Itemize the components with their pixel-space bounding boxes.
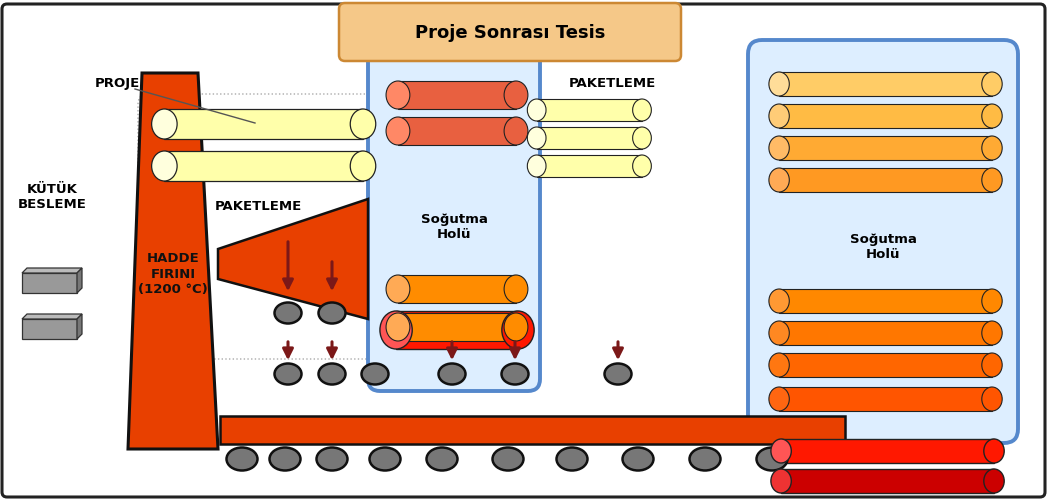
Text: KÜTÜK
BESLEME: KÜTÜK BESLEME	[18, 183, 86, 210]
Text: Soğutma
Holü: Soğutma Holü	[420, 212, 487, 240]
Ellipse shape	[771, 439, 791, 463]
Ellipse shape	[982, 73, 1002, 97]
Bar	[779, 169, 992, 192]
Ellipse shape	[769, 290, 789, 313]
Bar	[220, 416, 845, 444]
Ellipse shape	[226, 447, 258, 470]
Ellipse shape	[319, 364, 346, 385]
Ellipse shape	[982, 321, 1002, 345]
Ellipse shape	[769, 321, 789, 345]
Ellipse shape	[504, 313, 528, 341]
FancyBboxPatch shape	[748, 41, 1018, 443]
Ellipse shape	[504, 276, 528, 304]
Ellipse shape	[633, 100, 652, 122]
Ellipse shape	[319, 303, 346, 324]
Ellipse shape	[269, 447, 301, 470]
Bar	[398, 118, 516, 146]
Ellipse shape	[623, 447, 654, 470]
Ellipse shape	[386, 313, 410, 341]
Ellipse shape	[502, 364, 528, 385]
Text: Proje Sonrası Tesis: Proje Sonrası Tesis	[415, 24, 605, 42]
Bar	[779, 290, 992, 313]
Bar	[398, 313, 516, 341]
Ellipse shape	[152, 110, 177, 140]
Bar	[165, 152, 363, 182]
Ellipse shape	[982, 353, 1002, 377]
Ellipse shape	[769, 105, 789, 129]
Bar	[779, 73, 992, 97]
Ellipse shape	[769, 137, 789, 161]
Text: PROJE: PROJE	[95, 77, 140, 90]
Ellipse shape	[527, 100, 546, 122]
Ellipse shape	[527, 128, 546, 150]
Ellipse shape	[362, 364, 389, 385]
Ellipse shape	[982, 105, 1002, 129]
Ellipse shape	[984, 469, 1004, 493]
Ellipse shape	[504, 118, 528, 146]
Ellipse shape	[386, 82, 410, 110]
Ellipse shape	[493, 447, 524, 470]
Bar	[537, 128, 642, 150]
Ellipse shape	[350, 110, 376, 140]
Bar	[22, 319, 77, 339]
Polygon shape	[218, 199, 368, 319]
Polygon shape	[128, 74, 218, 449]
Ellipse shape	[504, 82, 528, 110]
Ellipse shape	[769, 169, 789, 192]
Bar	[779, 387, 992, 411]
Ellipse shape	[350, 152, 376, 182]
Polygon shape	[22, 314, 82, 319]
Bar	[779, 321, 992, 345]
Ellipse shape	[152, 152, 177, 182]
FancyBboxPatch shape	[368, 48, 540, 391]
Ellipse shape	[370, 447, 400, 470]
Ellipse shape	[556, 447, 588, 470]
FancyBboxPatch shape	[339, 4, 681, 62]
Ellipse shape	[769, 387, 789, 411]
Ellipse shape	[982, 137, 1002, 161]
Text: Soğutma
Holü: Soğutma Holü	[850, 232, 916, 261]
Polygon shape	[22, 269, 82, 274]
Bar	[398, 276, 516, 304]
Ellipse shape	[605, 364, 632, 385]
Bar	[781, 469, 994, 493]
Ellipse shape	[690, 447, 721, 470]
Ellipse shape	[982, 387, 1002, 411]
Ellipse shape	[771, 469, 791, 493]
Ellipse shape	[316, 447, 348, 470]
Ellipse shape	[386, 276, 410, 304]
Ellipse shape	[984, 439, 1004, 463]
Bar	[537, 156, 642, 178]
Ellipse shape	[982, 169, 1002, 192]
Ellipse shape	[275, 364, 302, 385]
Ellipse shape	[380, 312, 412, 349]
Ellipse shape	[502, 312, 534, 349]
Ellipse shape	[769, 73, 789, 97]
Bar	[779, 353, 992, 377]
Ellipse shape	[633, 128, 652, 150]
Ellipse shape	[769, 353, 789, 377]
Ellipse shape	[527, 156, 546, 178]
Text: PAKETLEME: PAKETLEME	[215, 200, 302, 213]
Ellipse shape	[386, 118, 410, 146]
Text: PAKETLEME: PAKETLEME	[568, 77, 656, 90]
Bar	[779, 105, 992, 129]
Bar	[396, 312, 518, 349]
Polygon shape	[77, 269, 82, 294]
Bar	[781, 439, 994, 463]
Ellipse shape	[982, 290, 1002, 313]
Bar	[22, 274, 77, 294]
Ellipse shape	[633, 156, 652, 178]
Bar	[779, 137, 992, 161]
Ellipse shape	[757, 447, 787, 470]
Polygon shape	[77, 314, 82, 339]
Bar	[537, 100, 642, 122]
Ellipse shape	[275, 303, 302, 324]
Bar	[398, 82, 516, 110]
Ellipse shape	[427, 447, 458, 470]
Ellipse shape	[438, 364, 465, 385]
Bar	[165, 110, 363, 140]
Text: HADDE
FIRINI
(1200 °C): HADDE FIRINI (1200 °C)	[138, 252, 208, 295]
